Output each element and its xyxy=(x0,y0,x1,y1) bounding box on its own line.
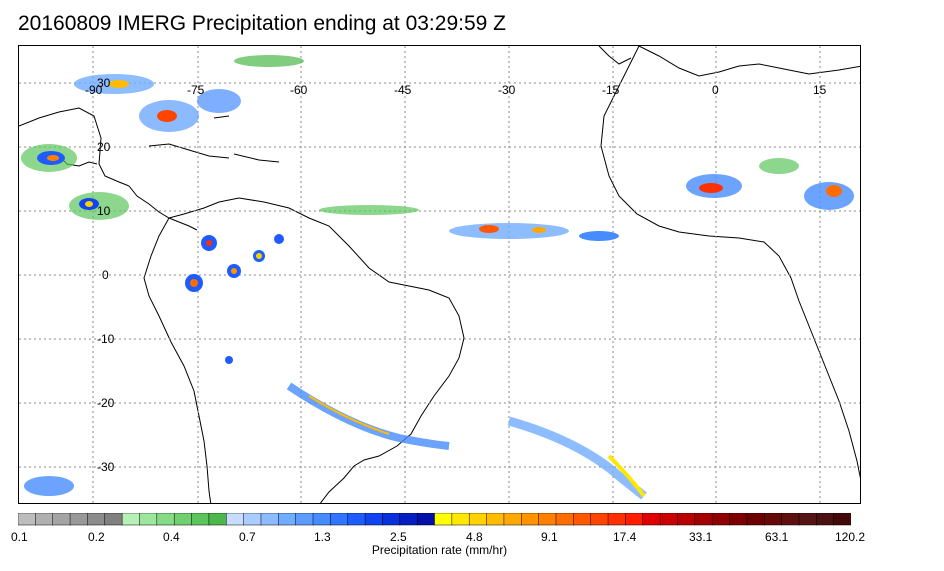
colorbar-swatch xyxy=(468,513,488,526)
colorbar-swatch xyxy=(555,513,575,526)
colorbar-swatch xyxy=(798,513,818,526)
lon-label: -15 xyxy=(602,83,620,97)
colorbar-swatch xyxy=(781,513,800,526)
colorbar-swatch xyxy=(711,513,731,526)
lat-label: 10 xyxy=(97,204,111,218)
colorbar xyxy=(18,513,851,526)
colorbar-swatch xyxy=(486,513,505,526)
colorbar-tick: 9.1 xyxy=(541,530,558,544)
colorbar-swatch xyxy=(69,513,89,526)
colorbar-swatch xyxy=(35,513,54,526)
lon-label: -75 xyxy=(187,83,205,97)
latitude-labels: 30 20 10 0 -10 -20 -30 xyxy=(97,76,115,474)
colorbar-swatch xyxy=(312,513,332,526)
page-title: 20160809 IMERG Precipitation ending at 0… xyxy=(18,12,506,35)
colorbar-swatch xyxy=(18,513,37,526)
colorbar-swatch xyxy=(573,513,592,526)
colorbar-tick: 4.8 xyxy=(466,530,483,544)
coastline-africa-north xyxy=(638,46,860,77)
map-panel: -90 -75 -60 -45 -30 -15 0 15 30 20 10 0 … xyxy=(18,45,861,504)
colorbar-tick: 33.1 xyxy=(689,530,713,544)
colorbar-swatch xyxy=(729,513,748,526)
lat-label: -30 xyxy=(97,460,115,474)
colorbar-swatch xyxy=(87,513,106,526)
lat-label: -10 xyxy=(97,332,115,346)
colorbar-tick: 1.3 xyxy=(314,530,331,544)
colorbar-swatch xyxy=(694,513,713,526)
colorbar-swatch xyxy=(364,513,384,526)
coastline-iberia xyxy=(598,46,632,65)
colorbar-swatch xyxy=(816,513,835,526)
colorbar-swatch xyxy=(104,513,123,526)
lon-label: 0 xyxy=(712,83,719,97)
colorbar-swatch xyxy=(451,513,470,526)
coastline-africa xyxy=(600,46,860,479)
colorbar-swatch xyxy=(139,513,158,526)
colorbar-swatch xyxy=(607,513,627,526)
lon-label: 15 xyxy=(813,83,827,97)
colorbar-swatch xyxy=(642,513,661,526)
colorbar-swatch xyxy=(416,513,436,526)
graticule xyxy=(19,46,860,503)
lat-label: 30 xyxy=(97,76,111,90)
lon-label: -60 xyxy=(290,83,308,97)
colorbar-swatch xyxy=(156,513,175,526)
colorbar-swatch xyxy=(677,513,696,526)
colorbar-swatch xyxy=(347,513,366,526)
colorbar-swatch xyxy=(191,513,210,526)
colorbar-tick: 63.1 xyxy=(765,530,789,544)
colorbar-tick: 0.4 xyxy=(163,530,180,544)
colorbar-swatch xyxy=(173,513,193,526)
colorbar-tick: 0.1 xyxy=(11,530,28,544)
coastline-north-america xyxy=(19,107,198,231)
colorbar-swatch xyxy=(226,513,245,526)
colorbar-tick: 2.5 xyxy=(390,530,407,544)
longitude-labels: -90 -75 -60 -45 -30 -15 0 15 xyxy=(85,83,827,97)
colorbar-swatch xyxy=(243,513,262,526)
colorbar-tick: 0.7 xyxy=(239,530,256,544)
colorbar-swatch xyxy=(260,513,280,526)
lon-label: -90 xyxy=(85,83,103,97)
lat-label: 0 xyxy=(102,268,109,282)
precipitation-features xyxy=(21,55,854,500)
coastline-south-america-west xyxy=(143,217,212,503)
colorbar-label: Precipitation rate (mm/hr) xyxy=(371,543,508,557)
colorbar-swatch xyxy=(399,513,418,526)
colorbar-swatch xyxy=(746,513,765,526)
colorbar-swatch xyxy=(295,513,314,526)
colorbar-tick: 120.2 xyxy=(835,530,866,544)
precip-south-atlantic xyxy=(24,382,647,500)
colorbar-swatch xyxy=(521,513,540,526)
colorbar-tick: 0.2 xyxy=(88,530,105,544)
colorbar-swatch xyxy=(121,513,141,526)
precipitation-map: -90 -75 -60 -45 -30 -15 0 15 30 20 10 0 … xyxy=(19,46,860,503)
precip-gulf-caribbean xyxy=(21,55,304,220)
colorbar-swatch xyxy=(278,513,297,526)
colorbar-swatch xyxy=(52,513,71,526)
lat-label: -20 xyxy=(97,396,115,410)
coastline-caribbean-islands xyxy=(148,115,280,163)
colorbar-swatch xyxy=(590,513,609,526)
colorbar-swatch xyxy=(833,513,851,526)
lon-label: -45 xyxy=(394,83,412,97)
colorbar-swatch xyxy=(330,513,349,526)
lon-label: -30 xyxy=(498,83,516,97)
lat-label: 20 xyxy=(97,140,111,154)
colorbar-swatch xyxy=(208,513,227,526)
precip-amazon xyxy=(185,234,284,364)
colorbar-swatch xyxy=(503,513,523,526)
colorbar-swatch xyxy=(625,513,644,526)
colorbar-swatch xyxy=(382,513,401,526)
colorbar-swatch xyxy=(659,513,679,526)
colorbar-swatch xyxy=(434,513,453,526)
colorbar-swatch xyxy=(538,513,557,526)
colorbar-tick: 17.4 xyxy=(613,530,637,544)
coastline-south-america xyxy=(168,197,465,503)
precip-itcz xyxy=(319,205,619,241)
coastlines xyxy=(19,46,860,503)
precip-west-africa xyxy=(686,158,854,210)
colorbar-swatch xyxy=(763,513,783,526)
